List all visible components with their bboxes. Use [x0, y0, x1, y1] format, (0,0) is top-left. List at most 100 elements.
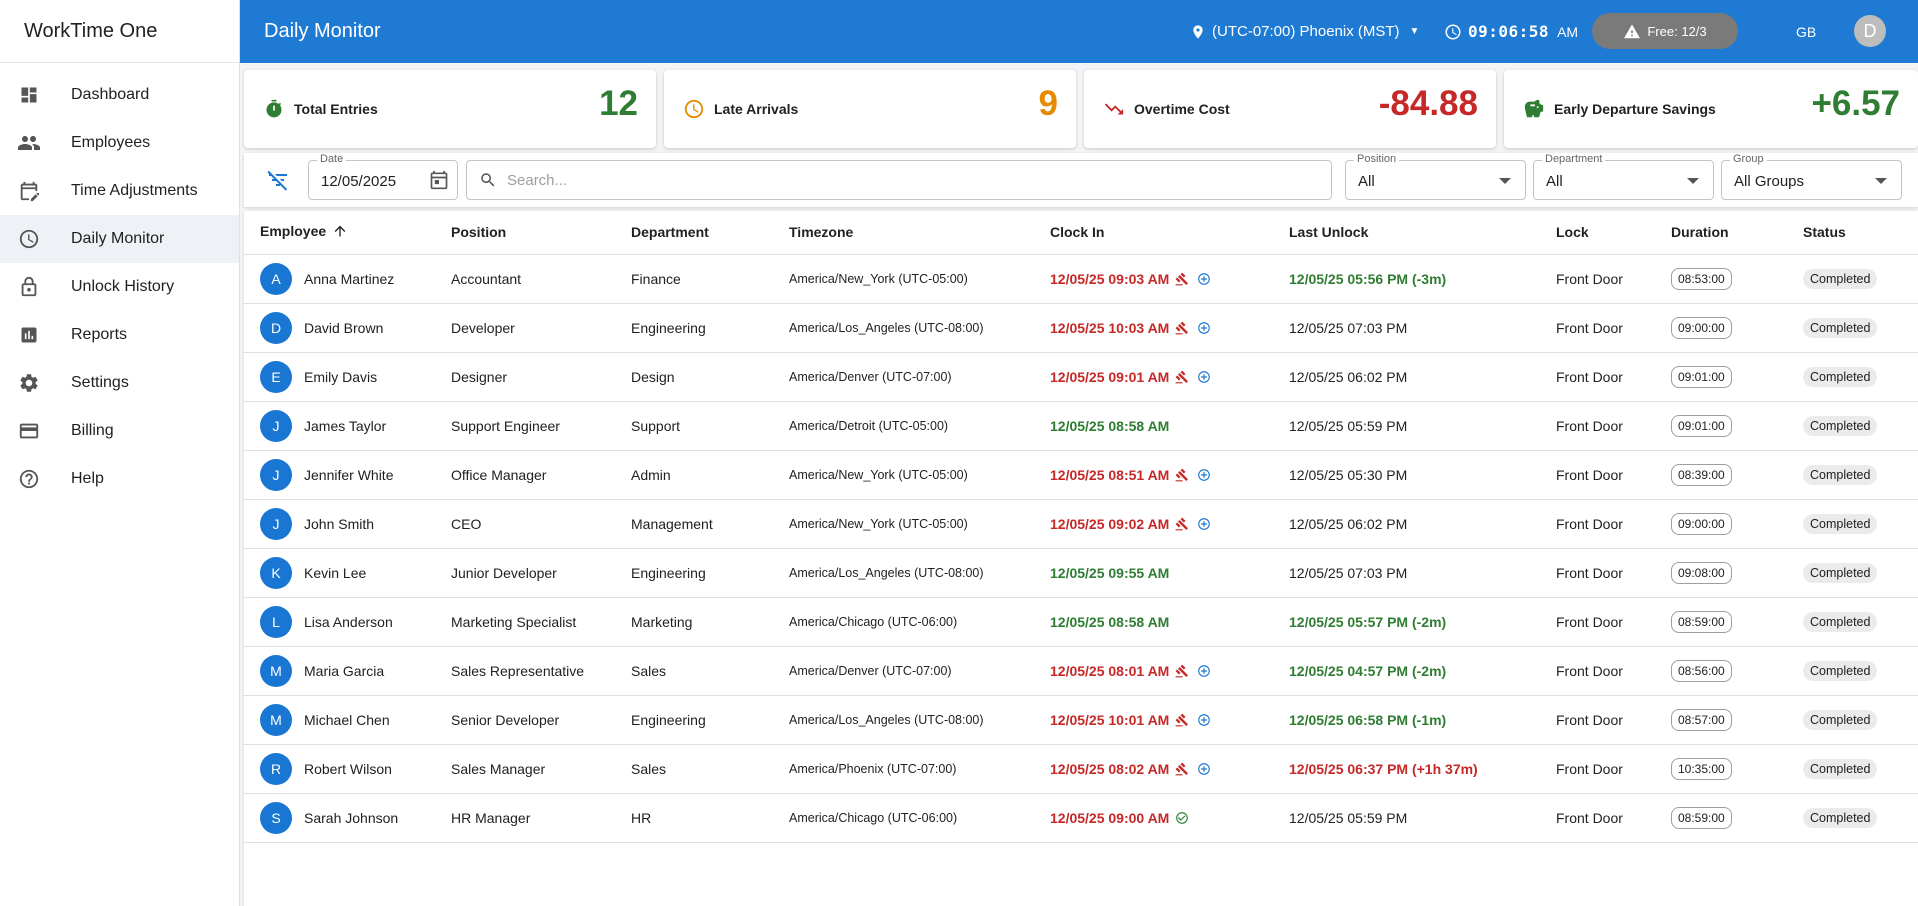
- add-adjustment-icon[interactable]: [1197, 762, 1211, 776]
- column-header-department[interactable]: Department: [615, 211, 773, 255]
- table-row[interactable]: R Robert Wilson Sales Manager Sales America/…: [244, 744, 1918, 794]
- clock-in-time: 12/05/25 09:55 AM: [1050, 564, 1170, 581]
- last-unlock-cell: 12/05/25 05:59 PM: [1273, 401, 1540, 451]
- duration-cell: 08:53:00: [1655, 254, 1787, 304]
- department-select[interactable]: Department All: [1533, 153, 1714, 200]
- sidebar-item-reports[interactable]: Reports: [0, 311, 239, 359]
- last-unlock-cell: 12/05/25 05:59 PM: [1273, 793, 1540, 843]
- table-row[interactable]: A Anna Martinez Accountant Finance America/N…: [244, 254, 1918, 304]
- clock-in-time: 12/05/25 10:01 AM: [1050, 711, 1170, 728]
- gavel-icon[interactable]: [1175, 517, 1189, 531]
- chevron-down-icon: ▼: [1409, 26, 1420, 37]
- sidebar-item-help[interactable]: Help: [0, 455, 239, 503]
- timezone-cell: America/Los_Angeles (UTC-08:00): [773, 695, 1034, 745]
- sidebar-item-unlock-history[interactable]: Unlock History: [0, 263, 239, 311]
- piggy-bank-icon: [1522, 97, 1546, 121]
- gavel-icon[interactable]: [1175, 762, 1189, 776]
- lock-icon: [17, 275, 41, 299]
- gavel-icon[interactable]: [1175, 272, 1189, 286]
- search-input[interactable]: [507, 171, 1327, 189]
- add-adjustment-icon[interactable]: [1197, 713, 1211, 727]
- table-row[interactable]: S Sarah Johnson HR Manager HR America/Chicag…: [244, 793, 1918, 843]
- sidebar-item-label: Dashboard: [71, 86, 150, 103]
- gavel-icon[interactable]: [1175, 321, 1189, 335]
- last-unlock-cell: 12/05/25 07:03 PM: [1273, 548, 1540, 598]
- column-header-clock-in[interactable]: Clock In: [1034, 211, 1273, 255]
- avatar[interactable]: D: [1854, 15, 1886, 47]
- add-adjustment-icon[interactable]: [1197, 321, 1211, 335]
- timezone-name: America/Detroit: [789, 418, 876, 433]
- status-cell: Completed: [1787, 597, 1918, 647]
- lock-cell: Front Door: [1540, 254, 1655, 304]
- department-cell: Management: [615, 499, 773, 549]
- timezone-name: America/Los_Angeles: [789, 712, 911, 727]
- status-badge: Completed: [1803, 464, 1878, 485]
- timezone-offset: (UTC-07:00): [886, 761, 957, 776]
- column-header-employee[interactable]: Employee: [244, 211, 435, 255]
- clock-in-time: 12/05/25 09:02 AM: [1050, 515, 1170, 532]
- calendar-icon[interactable]: [429, 170, 449, 190]
- sidebar-item-settings[interactable]: Settings: [0, 359, 239, 407]
- add-adjustment-icon[interactable]: [1197, 517, 1211, 531]
- duration-cell: 09:08:00: [1655, 548, 1787, 598]
- gear-icon: [17, 371, 41, 395]
- lock-cell: Front Door: [1540, 793, 1655, 843]
- add-adjustment-icon[interactable]: [1197, 272, 1211, 286]
- table-row[interactable]: J John Smith CEO Management America/New_York…: [244, 499, 1918, 549]
- plan-badge[interactable]: Free: 12/3: [1592, 13, 1738, 49]
- table-row[interactable]: J James Taylor Support Engineer Support Amer…: [244, 401, 1918, 451]
- column-header-status[interactable]: Status: [1787, 211, 1918, 255]
- add-adjustment-icon[interactable]: [1197, 664, 1211, 678]
- dropdown-arrow-icon: [1687, 178, 1699, 184]
- gavel-icon[interactable]: [1175, 468, 1189, 482]
- table-row[interactable]: D David Brown Developer Engineering America/…: [244, 303, 1918, 353]
- location-pin-icon: [1190, 24, 1206, 40]
- table-row[interactable]: K Kevin Lee Junior Developer Engineering Ame…: [244, 548, 1918, 598]
- clock-in-cell: 12/05/25 09:03 AM: [1034, 254, 1273, 304]
- status-cell: Completed: [1787, 695, 1918, 745]
- add-adjustment-icon[interactable]: [1197, 370, 1211, 384]
- position-select[interactable]: Position All: [1345, 153, 1526, 200]
- column-header-lock[interactable]: Lock: [1540, 211, 1655, 255]
- table-row[interactable]: M Michael Chen Senior Developer Engineering…: [244, 695, 1918, 745]
- sidebar-item-daily-monitor[interactable]: Daily Monitor: [0, 215, 239, 263]
- employee-cell: J Jennifer White: [244, 450, 435, 500]
- lock-cell: Front Door: [1540, 401, 1655, 451]
- table-row[interactable]: E Emily Davis Designer Design America/Denver…: [244, 352, 1918, 402]
- sidebar-item-dashboard[interactable]: Dashboard: [0, 71, 239, 119]
- clock-in-time: 12/05/25 09:00 AM: [1050, 809, 1170, 826]
- timezone-cell: America/Los_Angeles (UTC-08:00): [773, 303, 1034, 353]
- duration-chip: 09:01:00: [1671, 365, 1732, 388]
- column-header-timezone[interactable]: Timezone: [773, 211, 1034, 255]
- sidebar-item-label: Reports: [71, 326, 128, 343]
- status-badge: Completed: [1803, 660, 1878, 681]
- column-header-duration[interactable]: Duration: [1655, 211, 1787, 255]
- date-field[interactable]: Date 12/05/2025: [308, 153, 458, 200]
- sidebar-item-time-adjustments[interactable]: Time Adjustments: [0, 167, 239, 215]
- gavel-icon[interactable]: [1175, 713, 1189, 727]
- employee-cell: A Anna Martinez: [244, 254, 435, 304]
- column-header-last-unlock[interactable]: Last Unlock: [1273, 211, 1540, 255]
- clear-filters-button[interactable]: [266, 168, 290, 192]
- sidebar-item-billing[interactable]: Billing: [0, 407, 239, 455]
- timezone-name: America/Denver: [789, 663, 879, 678]
- gavel-icon[interactable]: [1175, 664, 1189, 678]
- timezone-selector[interactable]: (UTC-07:00) Phoenix (MST) ▼: [1190, 0, 1419, 63]
- duration-chip: 09:00:00: [1671, 512, 1732, 535]
- gavel-icon[interactable]: [1175, 370, 1189, 384]
- table-row[interactable]: M Maria Garcia Sales Representative Sales Am…: [244, 646, 1918, 696]
- table-row[interactable]: L Lisa Anderson Marketing Specialist Market…: [244, 597, 1918, 647]
- column-header-position[interactable]: Position: [435, 211, 615, 255]
- timezone-name: America/New_York: [789, 516, 895, 531]
- trending-down-icon: [1102, 97, 1126, 121]
- sidebar-item-employees[interactable]: Employees: [0, 119, 239, 167]
- department-cell: Engineering: [615, 303, 773, 353]
- timezone-cell: America/New_York (UTC-05:00): [773, 254, 1034, 304]
- position-cell: Sales Representative: [435, 646, 615, 696]
- add-adjustment-icon[interactable]: [1197, 468, 1211, 482]
- group-select[interactable]: Group All Groups: [1721, 153, 1902, 200]
- user-initials[interactable]: GB: [1796, 23, 1817, 40]
- table-row[interactable]: J Jennifer White Office Manager Admin Americ…: [244, 450, 1918, 500]
- duration-chip: 08:56:00: [1671, 659, 1732, 682]
- last-unlock-time: 12/05/25 05:59 PM: [1289, 417, 1408, 434]
